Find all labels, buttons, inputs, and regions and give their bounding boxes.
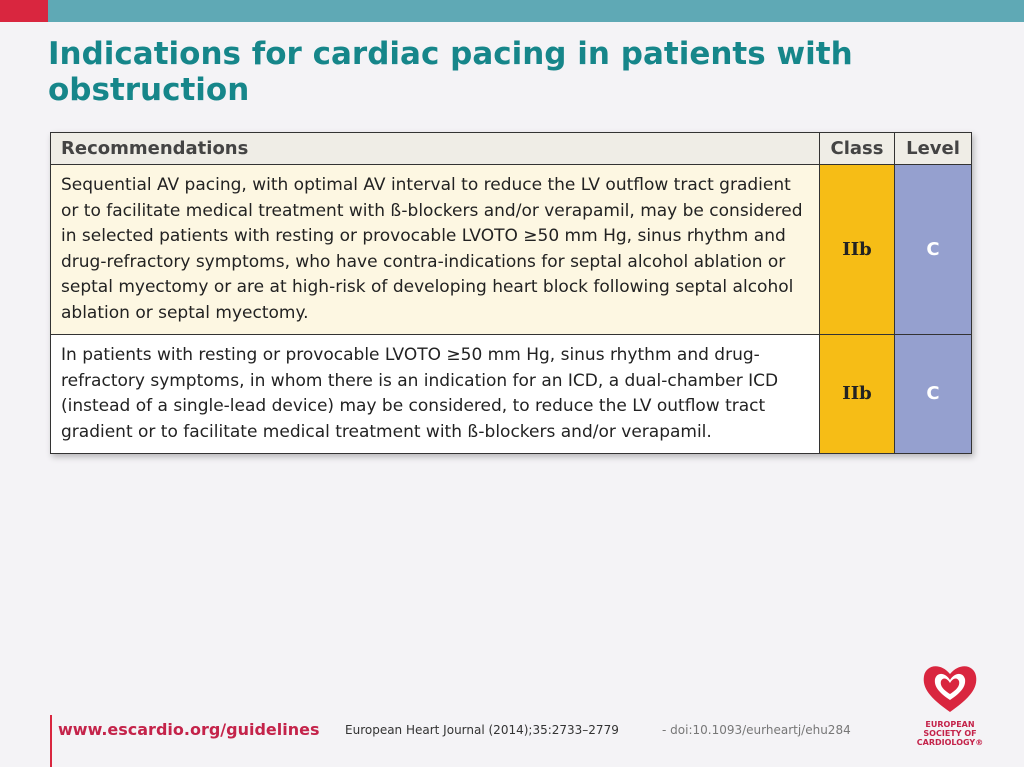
recommendations-table: Recommendations Class Level Sequential A… (50, 132, 972, 454)
level: C (894, 334, 972, 454)
top-bar (48, 0, 1024, 22)
logo-text: CARDIOLOGY® (916, 738, 984, 747)
header-cell: Level (894, 132, 972, 165)
logo-text: EUROPEAN (925, 720, 975, 729)
class: IIb (819, 164, 895, 335)
recommendation: Sequential AV pacing, with optimal AV in… (50, 164, 820, 335)
class: IIb (819, 334, 895, 454)
recommendation: In patients with resting or provocable L… (50, 334, 820, 454)
footer-rule (50, 715, 52, 767)
table-row: Sequential AV pacing, with optimal AV in… (50, 164, 972, 335)
logo-heart (923, 666, 977, 712)
header-row: Recommendations Class Level (50, 132, 972, 165)
title: Indications for cardiac pacing in patien… (48, 36, 853, 108)
logo: EUROPEAN SOCIETY OF CARDIOLOGY® (900, 660, 1000, 747)
header-cell: Class (819, 132, 895, 165)
footer-citation: European Heart Journal (2014);35:2733–27… (345, 723, 619, 737)
level: C (894, 164, 972, 335)
logo-text: SOCIETY OF (923, 729, 977, 738)
header-cell: Recommendations (50, 132, 820, 165)
table-row: In patients with resting or provocable L… (50, 334, 972, 454)
footer-doi: - doi:10.1093/eurheartj/ehu284 (662, 723, 851, 737)
footer-url[interactable]: www.escardio.org/guidelines (58, 720, 320, 739)
top-bar-accent (0, 0, 48, 22)
